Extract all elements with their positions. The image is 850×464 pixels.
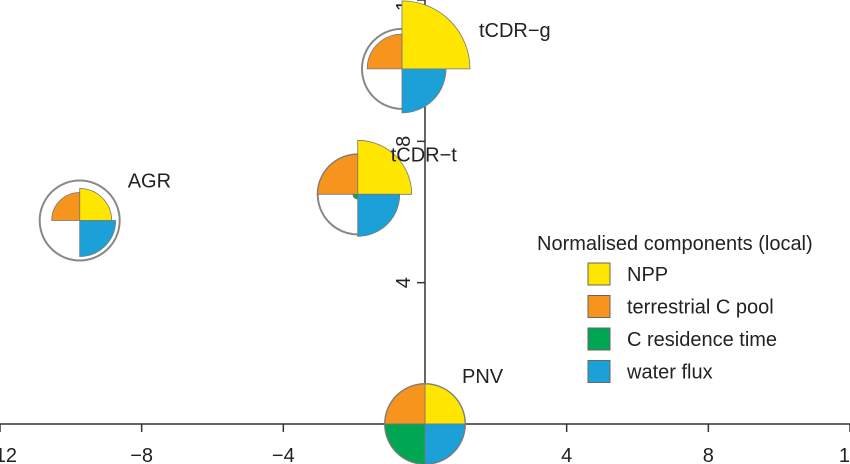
legend-label: terrestrial C pool: [627, 297, 774, 319]
wedge: [424, 383, 466, 425]
wedge: [424, 423, 466, 464]
wedge: [79, 220, 117, 257]
wedge: [51, 192, 81, 221]
wedge: [357, 139, 413, 195]
legend-swatch: [587, 360, 611, 383]
legend-label: water flux: [626, 362, 713, 384]
wedge: [79, 188, 113, 221]
wedge: [317, 153, 359, 195]
point-label: PNV: [462, 366, 504, 388]
wedge: [401, 68, 447, 114]
x-tick-label: −8: [130, 445, 153, 464]
y-tick-label: 4: [393, 277, 415, 288]
wedge: [401, 0, 471, 70]
wedge: [366, 33, 403, 70]
x-tick-label: −4: [272, 445, 295, 464]
x-tick-label: 8: [703, 445, 714, 464]
wedge: [384, 423, 426, 464]
point-label: AGR: [128, 170, 171, 192]
reference-circle: [38, 179, 121, 262]
x-tick-label: −12: [0, 445, 17, 464]
wedge: [352, 193, 359, 200]
point-label: tCDR−t: [391, 144, 458, 166]
legend-swatch: [587, 262, 611, 286]
legend-swatch: [587, 295, 611, 318]
point-label: tCDR−g: [479, 20, 551, 42]
wedge: [384, 383, 426, 425]
legend-swatch: [587, 327, 611, 351]
x-tick-label: 12: [839, 445, 850, 464]
legend-label: C residence time: [627, 329, 777, 351]
x-tick-label: 4: [561, 445, 572, 464]
legend-title: Normalised components (local): [537, 233, 813, 255]
wedge: [357, 193, 401, 237]
y-tick-label: 8: [393, 136, 415, 147]
legend-label: NPP: [627, 264, 668, 286]
